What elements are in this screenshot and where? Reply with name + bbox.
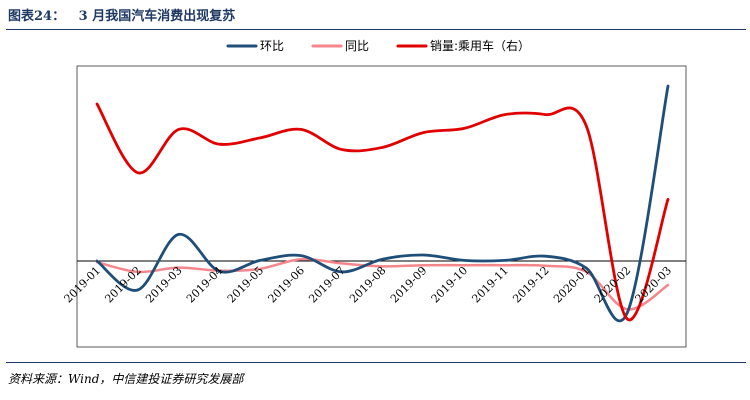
- figure-title-text: 3 月我国汽车消费出现复苏: [78, 9, 236, 24]
- series-line-huanbi: [95, 84, 670, 323]
- x-tick-label: 2019-07: [306, 264, 348, 306]
- legend-item-huanbi: 环比: [226, 39, 284, 53]
- plot-frame: [76, 65, 687, 348]
- footer-divider: [6, 362, 746, 363]
- figure-title-bar: 图表24： 3 月我国汽车消费出现复苏: [0, 0, 750, 31]
- x-tick-label: 2019-11: [469, 264, 511, 306]
- series-line-sales-points: [96, 103, 669, 320]
- series-line-huanbi-points: [96, 85, 669, 313]
- x-tick-label: 2020-01: [551, 264, 593, 306]
- legend-item-sales: 销量:乘用车（右）: [396, 38, 530, 53]
- x-tick-label: 2019-06: [266, 264, 308, 306]
- legend-item-tongbi: 同比: [311, 39, 369, 53]
- x-tick-label: 2019-09: [388, 264, 430, 306]
- source-note: 资料来源：Wind，中信建投证券研究发展部: [8, 372, 244, 386]
- x-tick-label: 2019-01: [62, 264, 104, 306]
- figure-title: 图表24： 3 月我国汽车消费出现复苏: [8, 5, 235, 24]
- chart-legend: 环比 同比 销量:乘用车（右）: [226, 38, 530, 53]
- legend-label: 销量:乘用车（右）: [430, 38, 530, 53]
- x-tick-label: 2019-10: [429, 264, 471, 306]
- series-layer: [95, 84, 670, 323]
- title-divider: [6, 29, 746, 30]
- x-tick-label: 2019-12: [510, 264, 552, 306]
- legend-label: 环比: [260, 39, 284, 53]
- figure-label: 图表24：: [8, 9, 66, 24]
- legend-label: 同比: [345, 39, 369, 53]
- series-line-sales: [95, 102, 670, 322]
